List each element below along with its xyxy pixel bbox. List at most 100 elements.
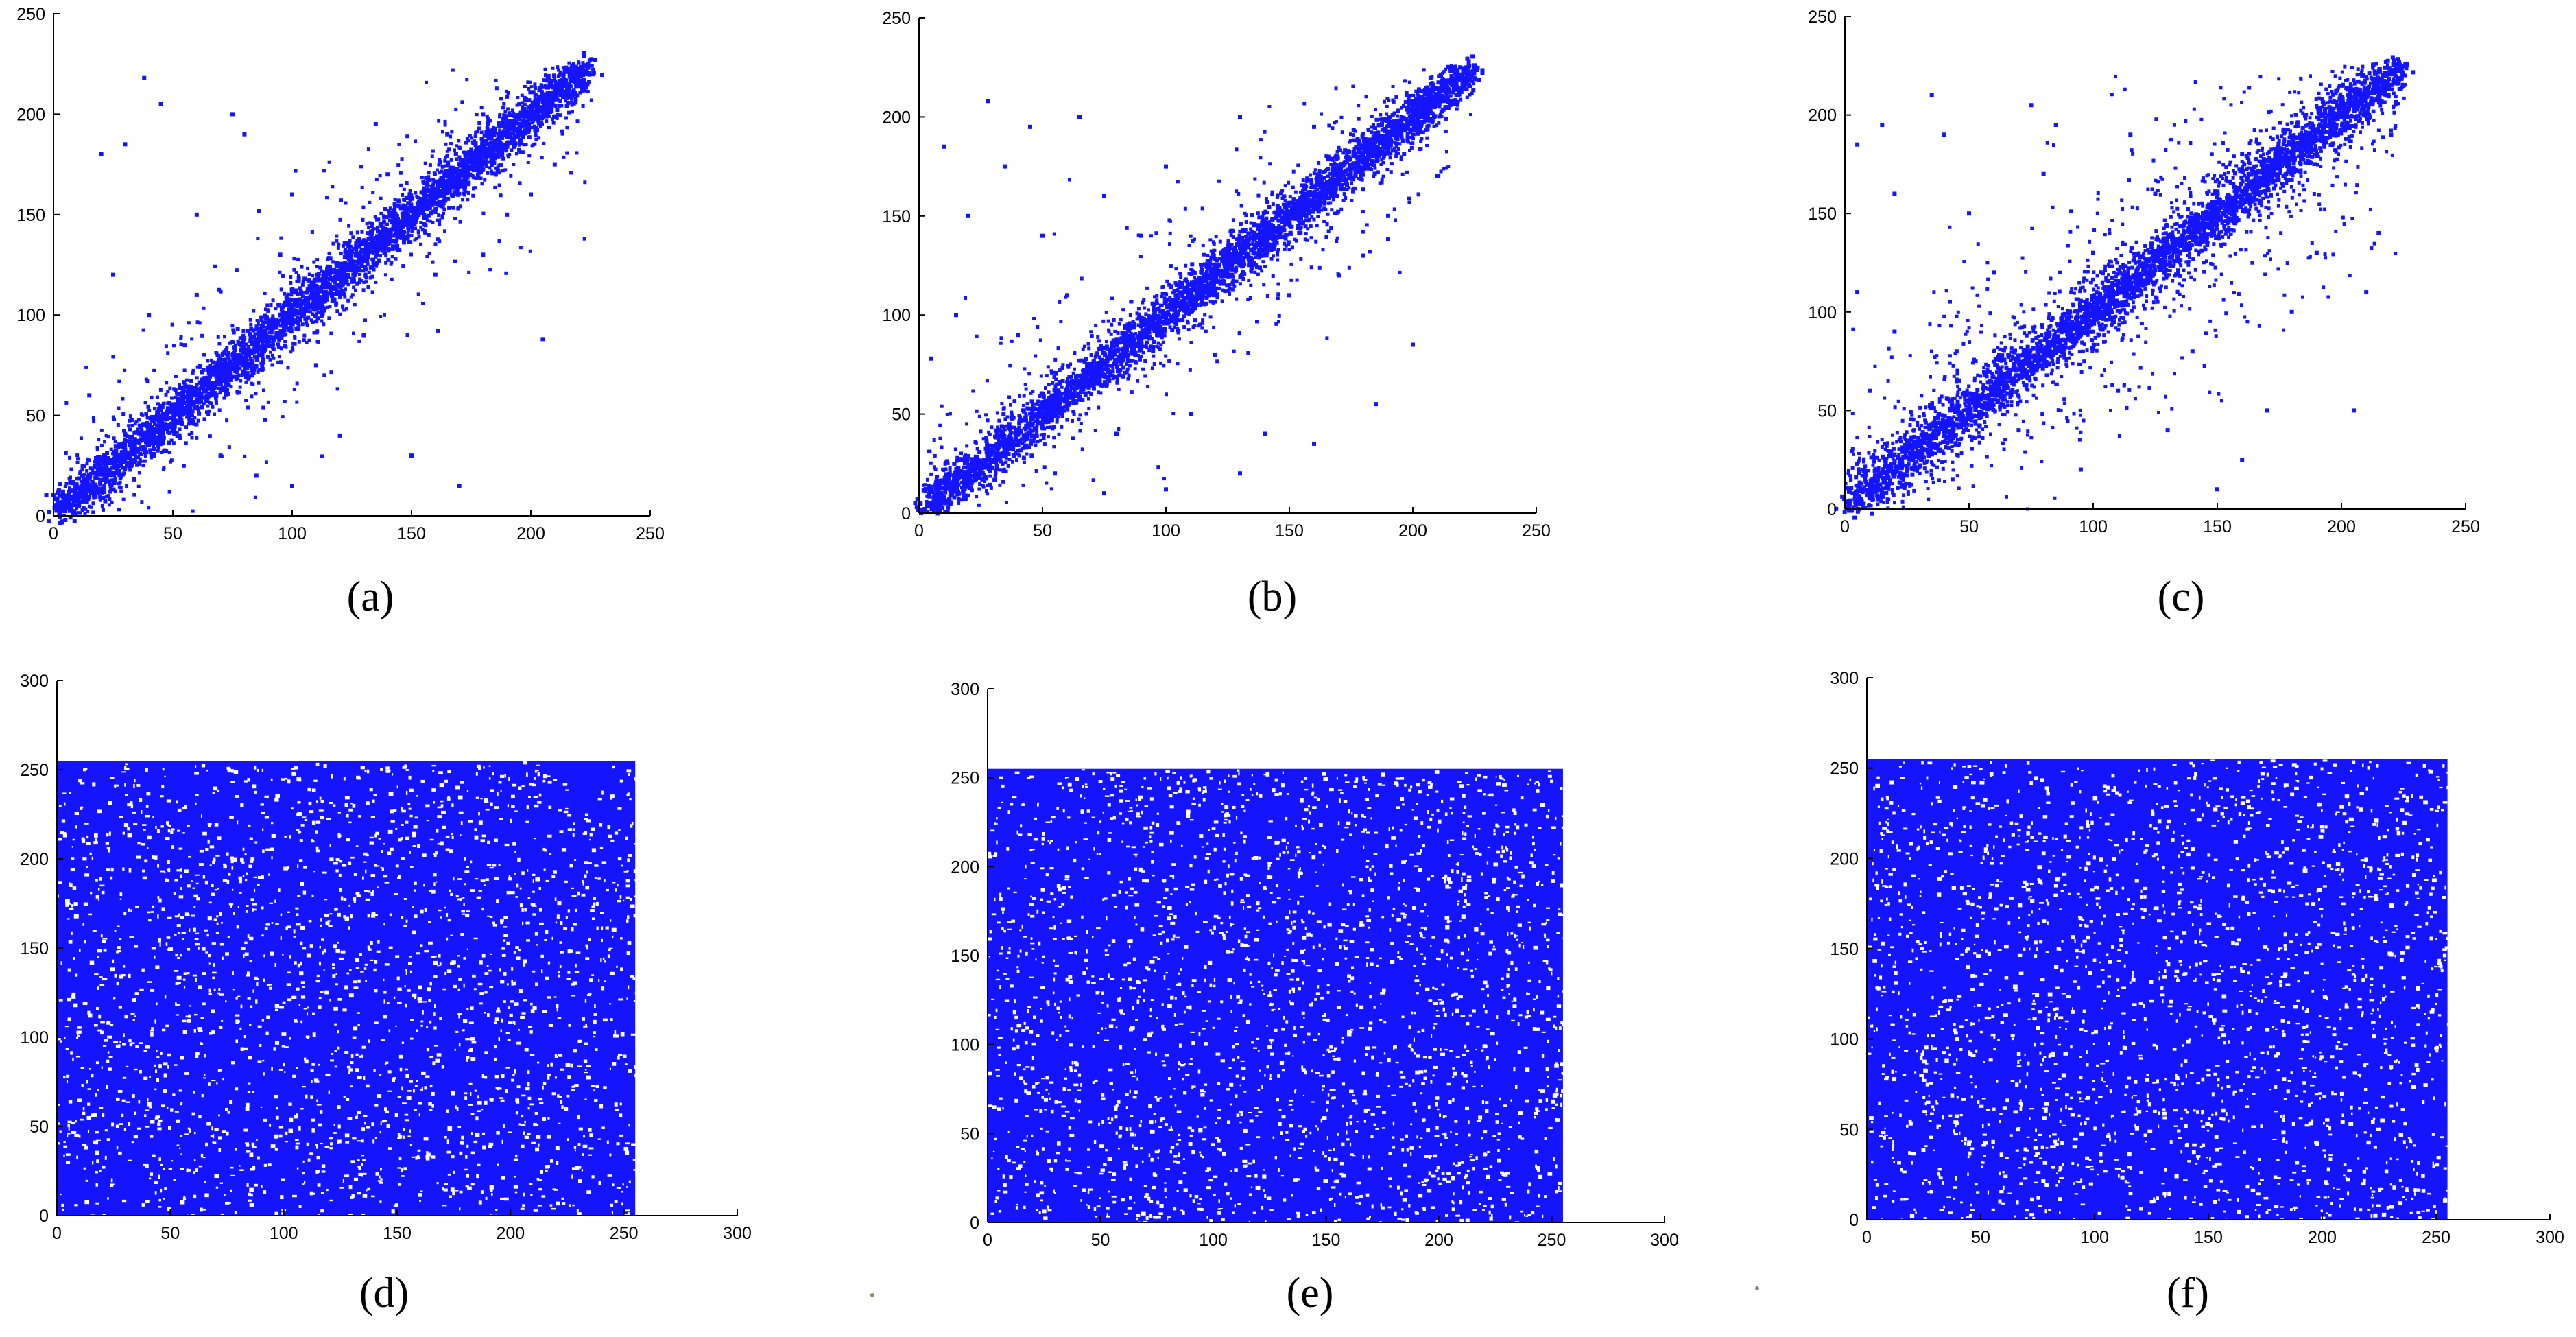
data-point (257, 326, 261, 331)
data-point (497, 183, 501, 187)
data-point (217, 366, 222, 371)
data-point (327, 316, 331, 320)
data-point (402, 187, 406, 191)
data-point (99, 490, 104, 495)
data-point (523, 106, 527, 110)
data-point (499, 163, 503, 167)
data-point (310, 230, 314, 235)
data-point (235, 390, 239, 394)
data-point (294, 270, 298, 274)
data-point (140, 500, 144, 504)
data-point (213, 364, 218, 369)
data-point (95, 468, 100, 473)
data-point (227, 375, 232, 380)
data-point (1207, 285, 1211, 289)
data-point (506, 91, 510, 95)
data-point (246, 329, 250, 333)
data-point (174, 395, 178, 399)
data-point (155, 395, 159, 399)
data-point (195, 365, 200, 369)
data-point (433, 208, 438, 213)
data-point (281, 314, 285, 319)
data-point (218, 362, 223, 366)
data-point (249, 381, 253, 386)
data-point (245, 342, 249, 346)
data-point (587, 73, 591, 77)
data-point (279, 307, 284, 312)
data-point (281, 274, 285, 278)
data-point (228, 369, 233, 374)
data-point (149, 455, 153, 460)
data-point (561, 95, 566, 99)
data-point (261, 361, 265, 365)
data-point (118, 472, 122, 476)
data-point (152, 454, 156, 458)
data-point (435, 218, 439, 222)
data-point (190, 386, 195, 390)
data-point (328, 256, 333, 261)
data-point (246, 367, 250, 371)
data-point (537, 86, 541, 90)
data-point (290, 287, 294, 292)
data-point (191, 509, 195, 513)
data-point (136, 427, 140, 431)
data-point (1330, 208, 1334, 212)
data-point (111, 465, 116, 470)
data-point (363, 318, 367, 322)
data-point (581, 61, 585, 65)
data-point (143, 440, 147, 445)
data-point (465, 169, 470, 174)
data-point (420, 228, 425, 232)
data-point (259, 361, 263, 365)
data-point (145, 421, 149, 425)
data-point (412, 206, 416, 211)
data-point (569, 84, 573, 88)
data-point (414, 139, 418, 143)
data-point (487, 130, 492, 134)
data-point (558, 70, 562, 74)
data-point (249, 322, 253, 327)
data-point (529, 80, 533, 84)
data-point (390, 210, 395, 215)
data-point (504, 89, 508, 93)
data-point (289, 293, 294, 297)
data-point (1089, 392, 1093, 397)
data-point (315, 292, 320, 296)
data-point (338, 276, 342, 281)
data-point (349, 231, 353, 235)
data-point (562, 91, 567, 96)
data-point (1390, 162, 1394, 166)
data-point (289, 302, 294, 307)
data-point (442, 195, 446, 199)
data-point (1016, 452, 1020, 456)
data-point (294, 290, 298, 295)
data-point (119, 489, 123, 493)
data-point (447, 147, 451, 152)
data-point (127, 462, 132, 467)
data-point (182, 343, 187, 348)
data-point (1465, 87, 1469, 91)
data-point (226, 351, 230, 355)
data-point (312, 260, 316, 264)
data-point (260, 367, 265, 372)
data-point (202, 353, 206, 357)
data-point (395, 244, 400, 248)
data-point (121, 412, 126, 416)
data-point (200, 405, 204, 410)
data-point (1266, 246, 1270, 250)
data-point (468, 165, 473, 170)
data-point (252, 328, 256, 332)
data-point (190, 436, 194, 440)
data-point (547, 80, 551, 84)
data-point (363, 249, 368, 254)
data-point (147, 431, 152, 436)
data-point (106, 469, 111, 473)
data-point (246, 377, 250, 381)
data-point (132, 458, 136, 463)
data-point (1424, 128, 1428, 132)
data-point (558, 104, 562, 108)
data-point (217, 359, 221, 364)
data-point (499, 143, 504, 147)
data-point (63, 518, 68, 523)
data-point (255, 350, 259, 354)
